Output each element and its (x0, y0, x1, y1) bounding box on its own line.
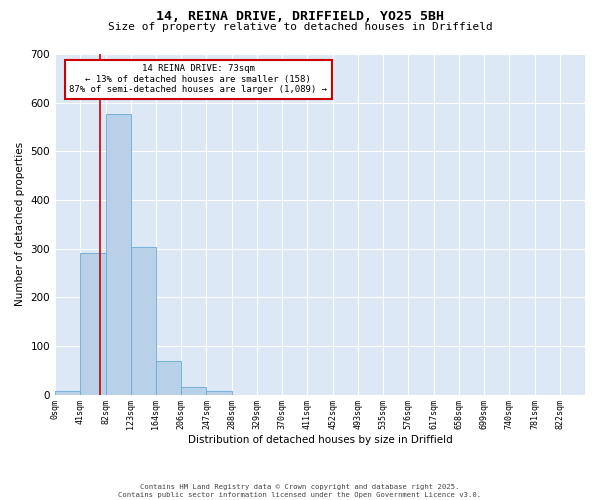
Text: Size of property relative to detached houses in Driffield: Size of property relative to detached ho… (107, 22, 493, 32)
Text: Contains HM Land Registry data © Crown copyright and database right 2025.
Contai: Contains HM Land Registry data © Crown c… (118, 484, 482, 498)
Bar (80, 254, 106, 394)
Text: 14, REINA DRIVE, DRIFFIELD, YO25 5BH: 14, REINA DRIVE, DRIFFIELD, YO25 5BH (156, 10, 444, 23)
Bar (156, 360, 181, 394)
Bar (131, 247, 156, 394)
X-axis label: Distribution of detached houses by size in Driffield: Distribution of detached houses by size … (188, 435, 452, 445)
Bar (206, 390, 232, 394)
Text: 14 REINA DRIVE: 73sqm
← 13% of detached houses are smaller (158)
87% of semi-det: 14 REINA DRIVE: 73sqm ← 13% of detached … (69, 64, 327, 94)
Bar (181, 388, 206, 394)
Bar (55, 390, 80, 394)
Y-axis label: Number of detached properties: Number of detached properties (15, 142, 25, 306)
Bar (106, 114, 131, 394)
